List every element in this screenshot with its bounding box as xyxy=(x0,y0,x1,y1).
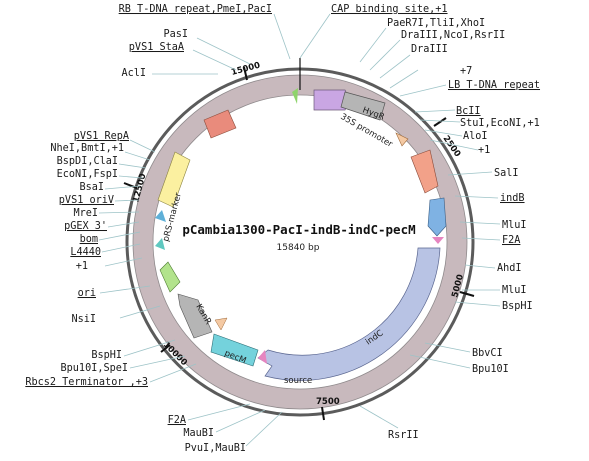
indb-arrow xyxy=(427,197,447,237)
site-label[interactable]: MluI xyxy=(502,285,527,296)
site-label[interactable]: LB T-DNA repeat xyxy=(448,80,540,91)
tick-label-7500: 7500 xyxy=(316,397,340,407)
inner-features: HygR 35S promoter indC pecM KanR pRS-mar… xyxy=(155,88,447,386)
f2a-marker-1 xyxy=(432,237,444,244)
tick-2500 xyxy=(433,117,447,127)
site-label[interactable]: ori xyxy=(78,288,96,299)
site-label[interactable]: SalI xyxy=(494,168,519,179)
site-label[interactable]: MauBI xyxy=(183,428,214,439)
site-label[interactable]: DraIII xyxy=(411,44,448,55)
site-label[interactable]: BcII xyxy=(456,106,481,117)
f2a-marker-2 xyxy=(258,350,267,364)
site-label[interactable]: AhdI xyxy=(497,263,522,274)
pecm-arrow xyxy=(210,333,259,367)
site-label[interactable]: BbvCI xyxy=(472,348,503,359)
site-label[interactable]: BsaI xyxy=(79,182,104,193)
site-label[interactable]: bom xyxy=(80,234,98,245)
source-label: source xyxy=(284,376,312,386)
site-label[interactable]: +1 xyxy=(478,145,490,156)
site-label[interactable]: PaeR7I,TliI,XhoI xyxy=(387,18,485,29)
site-label[interactable]: F2A xyxy=(168,415,186,426)
green-tiny xyxy=(292,88,298,104)
site-label[interactable]: MluI xyxy=(502,220,527,231)
left-labels: RB T-DNA repeat,PmeI,PacI PasI pVS1 StaA… xyxy=(25,4,272,454)
site-label[interactable]: F2A xyxy=(502,235,520,246)
site-label[interactable]: pVS1 StaA xyxy=(129,42,184,53)
site-label[interactable]: NheI,BmtI,+1 xyxy=(50,143,124,154)
site-label[interactable]: PvuI,MauBI xyxy=(185,443,246,454)
site-label[interactable]: pVS1 RepA xyxy=(74,131,129,142)
indc-arrow xyxy=(257,247,441,381)
tick-12500 xyxy=(123,182,138,189)
feature-band xyxy=(133,75,467,409)
site-label[interactable]: +7 xyxy=(460,66,472,77)
site-label[interactable]: +1 xyxy=(76,261,88,272)
site-label[interactable]: L4440 xyxy=(70,247,101,258)
cyan-feature-1 xyxy=(155,210,166,222)
site-label[interactable]: AclI xyxy=(121,68,146,79)
site-label[interactable]: StuI,EcoNI,+1 xyxy=(460,118,540,129)
right-labels: CAP binding site,+1 PaeR7I,TliI,XhoI Dra… xyxy=(331,4,540,441)
site-label[interactable]: Rbcs2 Terminator ,+3 xyxy=(25,377,148,388)
tick-10000 xyxy=(160,344,171,353)
site-label[interactable]: BspDI,ClaI xyxy=(57,156,118,167)
site-label[interactable]: PasI xyxy=(163,29,188,40)
site-label[interactable]: RsrII xyxy=(388,430,419,441)
plasmid-name: pCambia1300-PacI-indB-indC-pecM xyxy=(182,222,415,237)
site-label[interactable]: pGEX 3' xyxy=(64,221,107,232)
site-label[interactable]: AloI xyxy=(463,131,488,142)
p35s-arrow xyxy=(395,132,409,147)
site-label[interactable]: BspHI xyxy=(91,350,122,361)
site-label[interactable]: DraIII,NcoI,RsrII xyxy=(401,30,505,41)
site-label[interactable]: EcoNI,FspI xyxy=(57,169,118,180)
tick-5000 xyxy=(459,291,475,297)
small-orange-feature xyxy=(214,317,228,331)
site-label[interactable]: pVS1 oriV xyxy=(59,195,114,206)
leader-lines xyxy=(98,13,501,447)
site-label[interactable]: RB T-DNA repeat,PmeI,PacI xyxy=(119,4,272,15)
orange-feature xyxy=(410,149,439,194)
site-label[interactable]: CAP binding site,+1 xyxy=(331,4,448,15)
cyan-feature-2 xyxy=(155,238,165,250)
tick-15000 xyxy=(243,66,248,81)
plasmid-size: 15840 bp xyxy=(277,243,320,253)
site-label[interactable]: Bpu10I,SpeI xyxy=(61,363,128,374)
kanr-arrow xyxy=(177,293,213,339)
upper-left-feature xyxy=(203,109,237,139)
site-label[interactable]: indB xyxy=(500,193,525,204)
site-label[interactable]: NsiI xyxy=(71,314,96,325)
prs-arrow xyxy=(157,151,191,208)
green-feature xyxy=(159,261,181,293)
site-label[interactable]: Bpu10I xyxy=(472,364,509,375)
hygr-label-arrow xyxy=(340,91,386,121)
tick-7500 xyxy=(321,406,325,421)
site-label[interactable]: BspHI xyxy=(502,301,533,312)
site-label[interactable]: MreI xyxy=(73,208,98,219)
